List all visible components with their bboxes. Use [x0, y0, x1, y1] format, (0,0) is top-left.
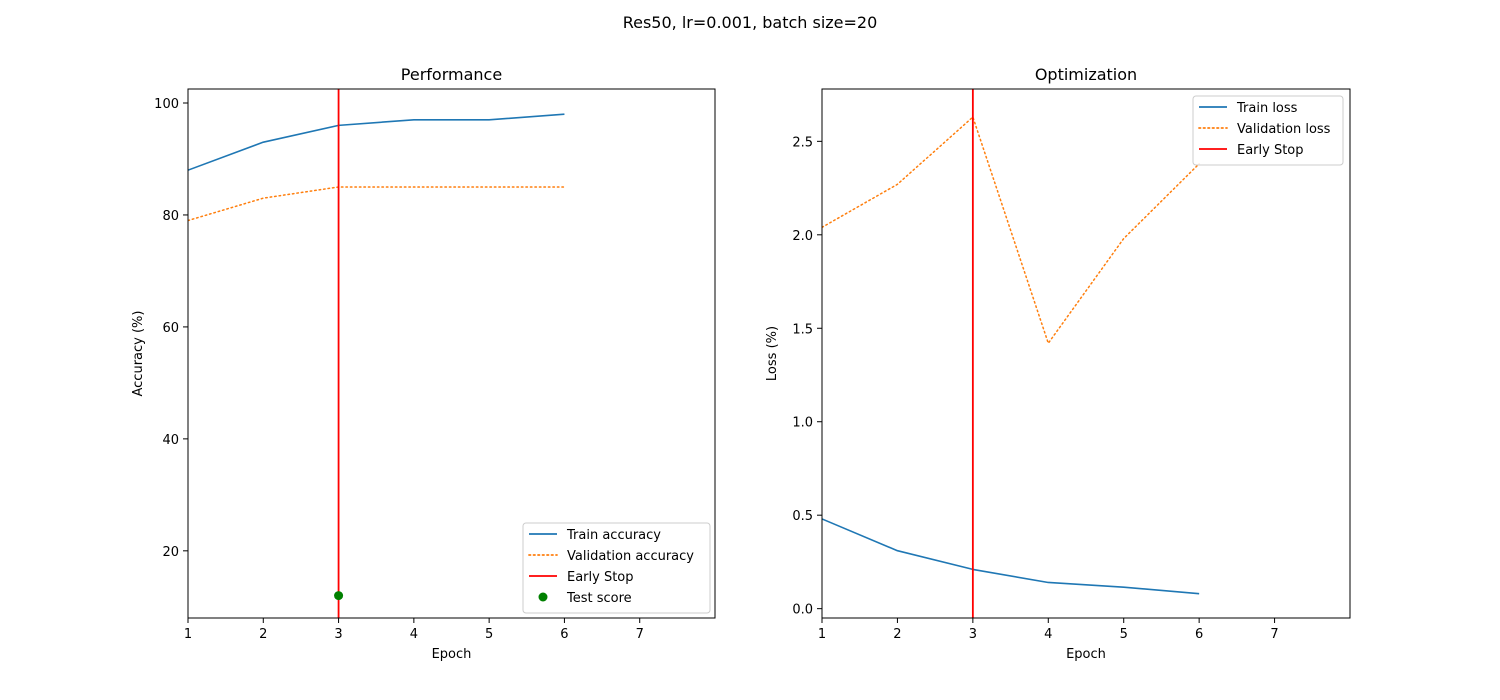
optimization-chart: Optimization 1 2 3 4 5 6 7 0.0 0.5 1.0 1.5 2.0 2.5 Epo… — [765, 65, 1351, 662]
performance-chart: Performance 1 2 3 4 5 6 7 20 40 60 80 100 Epoch Accura… — [131, 65, 716, 662]
y-tick-label: 2.5 — [792, 135, 813, 150]
legend-label-train-loss: Train loss — [1236, 101, 1298, 116]
y-tick-label: 60 — [162, 321, 179, 336]
chart-title: Performance — [401, 65, 502, 84]
figure-suptitle: Res50, lr=0.001, batch size=20 — [623, 13, 878, 32]
x-tick-label: 3 — [969, 627, 977, 642]
plot-area — [822, 89, 1200, 618]
axes-frame — [821, 88, 1351, 619]
x-tick-label: 5 — [1120, 627, 1128, 642]
legend-label-validation-loss: Validation loss — [1237, 122, 1331, 137]
legend-box — [522, 522, 711, 614]
y-axis-label: Accuracy (%) — [131, 311, 146, 397]
legend-label-early-stop: Early Stop — [1237, 143, 1304, 158]
test-score-point — [334, 591, 344, 601]
x-tick-label: 3 — [334, 627, 342, 642]
x-tick-label: 6 — [560, 627, 568, 642]
plot-area — [188, 89, 566, 618]
y-tick-label: 100 — [154, 97, 179, 112]
y-tick-label: 20 — [162, 545, 179, 560]
x-tick-label: 4 — [1044, 627, 1052, 642]
legend-label-test-score: Test score — [566, 591, 632, 606]
x-tick-label: 4 — [410, 627, 418, 642]
legend-swatch-test-score — [538, 592, 548, 602]
y-axis-label: Loss (%) — [765, 326, 780, 381]
x-axis-label: Epoch — [1066, 647, 1106, 662]
axes-frame — [187, 88, 716, 619]
y-tick-label: 40 — [162, 433, 179, 448]
x-tick-label: 5 — [485, 627, 493, 642]
x-tick-label: 6 — [1195, 627, 1203, 642]
series-line-validation-loss — [822, 116, 1200, 344]
y-tick-label: 0.5 — [792, 509, 813, 524]
x-tick-label: 1 — [184, 627, 192, 642]
legend: Train accuracy Validation accuracy Early S… — [522, 522, 711, 614]
series-line-validation-accuracy — [188, 186, 566, 222]
y-tick-label: 1.0 — [792, 416, 813, 431]
x-tick-label: 7 — [636, 627, 644, 642]
series-line-train-loss — [822, 518, 1200, 595]
x-tick-label: 7 — [1270, 627, 1278, 642]
y-tick-label: 2.0 — [792, 229, 813, 244]
x-tick-label: 2 — [893, 627, 901, 642]
chart-title: Optimization — [1035, 65, 1137, 84]
legend-label-validation-accuracy: Validation accuracy — [567, 549, 694, 564]
legend-box — [1192, 95, 1344, 166]
y-tick-label: 1.5 — [792, 322, 813, 337]
x-tick-label: 1 — [818, 627, 826, 642]
y-tick-label: 0.0 — [792, 603, 813, 618]
legend-label-train-accuracy: Train accuracy — [566, 528, 661, 543]
y-tick-label: 80 — [162, 209, 179, 224]
legend-label-early-stop: Early Stop — [567, 570, 634, 585]
series-line-train-accuracy — [188, 113, 565, 171]
legend: Train loss Validation loss Early Stop — [1192, 95, 1344, 166]
x-axis-label: Epoch — [432, 647, 472, 662]
x-tick-label: 2 — [259, 627, 267, 642]
